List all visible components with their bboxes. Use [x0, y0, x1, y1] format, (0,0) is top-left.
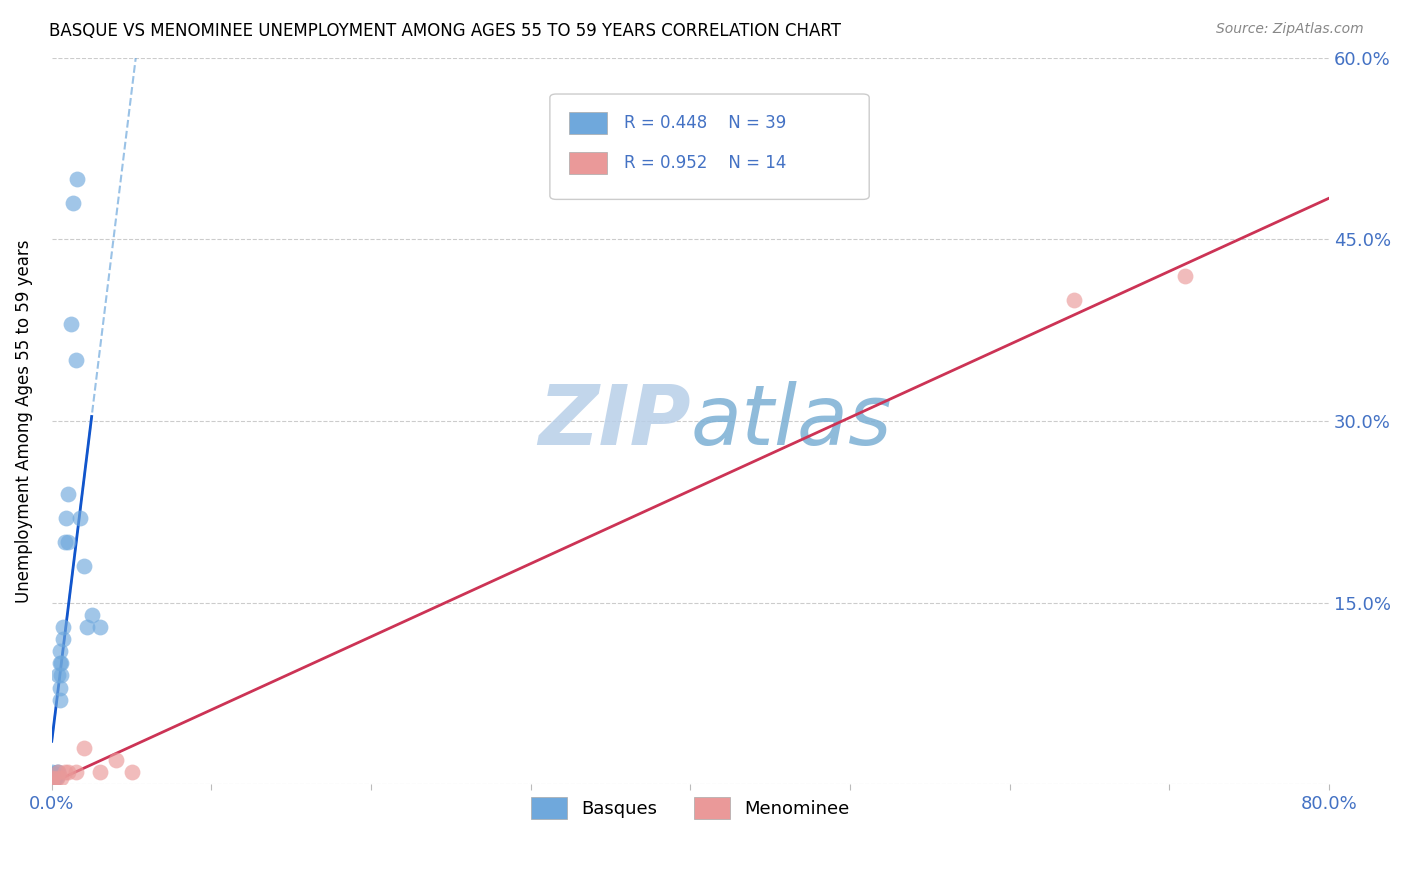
- Point: [46, 765, 69, 780]
- Point: [41, 777, 63, 791]
- Point: [44, 772, 66, 786]
- Point: [69, 511, 91, 525]
- Point: [45, 772, 67, 786]
- Point: [89, 765, 111, 780]
- Point: [45, 768, 67, 782]
- Point: [53, 765, 76, 780]
- Point: [59, 317, 82, 331]
- Point: [51, 772, 73, 786]
- Point: [80, 607, 103, 622]
- Point: [41, 766, 63, 780]
- Point: [104, 753, 127, 767]
- Point: [45, 770, 67, 784]
- Point: [62, 196, 84, 211]
- FancyBboxPatch shape: [550, 94, 869, 200]
- Point: [41, 770, 63, 784]
- Point: [41, 765, 63, 780]
- Point: [65, 765, 87, 780]
- Point: [48, 692, 70, 706]
- Point: [56, 487, 79, 501]
- Y-axis label: Unemployment Among Ages 55 to 59 years: Unemployment Among Ages 55 to 59 years: [15, 239, 32, 603]
- Point: [46, 668, 69, 682]
- FancyBboxPatch shape: [569, 153, 607, 174]
- Point: [41, 777, 63, 791]
- Point: [41, 777, 63, 791]
- Point: [56, 765, 79, 780]
- Text: Source: ZipAtlas.com: Source: ZipAtlas.com: [1216, 22, 1364, 37]
- Point: [44, 766, 66, 780]
- Point: [65, 353, 87, 368]
- Point: [51, 657, 73, 671]
- Text: R = 0.952    N = 14: R = 0.952 N = 14: [624, 154, 786, 172]
- Point: [41, 772, 63, 786]
- Point: [1174, 268, 1197, 283]
- Point: [73, 741, 96, 756]
- Point: [76, 620, 98, 634]
- Point: [1063, 293, 1085, 307]
- Point: [121, 765, 143, 780]
- Point: [44, 769, 66, 783]
- Point: [52, 620, 75, 634]
- Point: [66, 171, 89, 186]
- Point: [46, 765, 69, 780]
- Point: [55, 511, 77, 525]
- Point: [41, 769, 63, 783]
- Point: [56, 535, 79, 549]
- Point: [48, 681, 70, 695]
- Point: [48, 657, 70, 671]
- Legend: Basques, Menominee: Basques, Menominee: [524, 789, 856, 826]
- Point: [45, 765, 67, 780]
- Point: [41, 768, 63, 782]
- Text: ZIP: ZIP: [537, 381, 690, 461]
- Text: R = 0.448    N = 39: R = 0.448 N = 39: [624, 114, 786, 132]
- Point: [48, 644, 70, 658]
- Point: [53, 535, 76, 549]
- FancyBboxPatch shape: [569, 112, 607, 134]
- Point: [41, 777, 63, 791]
- Point: [73, 559, 96, 574]
- Point: [52, 632, 75, 646]
- Point: [51, 668, 73, 682]
- Point: [89, 620, 111, 634]
- Point: [41, 772, 63, 786]
- Text: BASQUE VS MENOMINEE UNEMPLOYMENT AMONG AGES 55 TO 59 YEARS CORRELATION CHART: BASQUE VS MENOMINEE UNEMPLOYMENT AMONG A…: [49, 22, 841, 40]
- Point: [41, 777, 63, 791]
- Text: atlas: atlas: [690, 381, 891, 461]
